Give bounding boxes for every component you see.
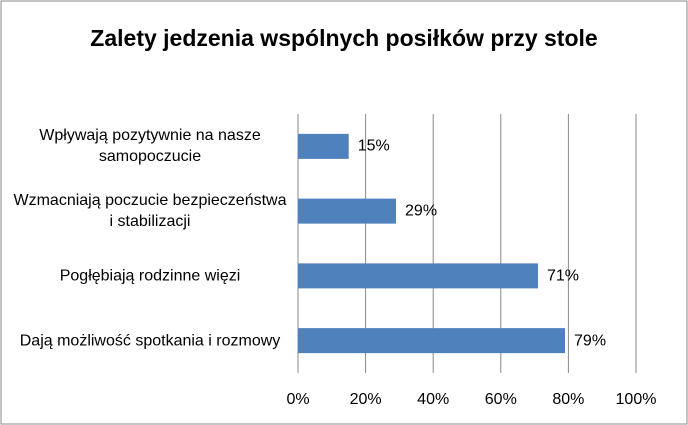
bar [298, 133, 349, 159]
data-label: 15% [357, 137, 390, 155]
x-tick-label: 0% [286, 391, 310, 408]
bar [298, 328, 566, 354]
x-tick-label: 80% [552, 391, 585, 408]
category-label: Pogłębiają rodzinne więzi [59, 267, 241, 285]
bar [298, 263, 538, 289]
data-label: 71% [546, 267, 579, 285]
x-tick-label: 100% [615, 391, 657, 408]
data-label: 79% [574, 332, 607, 350]
x-tick-label: 40% [417, 391, 450, 408]
category-label: Wpływają pozytywnie na nasze samopoczuci… [39, 127, 261, 166]
x-tick-label: 60% [484, 391, 517, 408]
category-label: Wzmacniają poczucie bezpieczeństwa i sta… [13, 192, 287, 231]
data-label: 29% [405, 202, 438, 220]
x-tick-label: 20% [349, 391, 382, 408]
bar [298, 198, 397, 224]
chart-title: Zalety jedzenia wspólnych posiłków przy … [90, 25, 598, 51]
category-label: Dają możliwość spotkania i rozmowy [19, 332, 281, 350]
